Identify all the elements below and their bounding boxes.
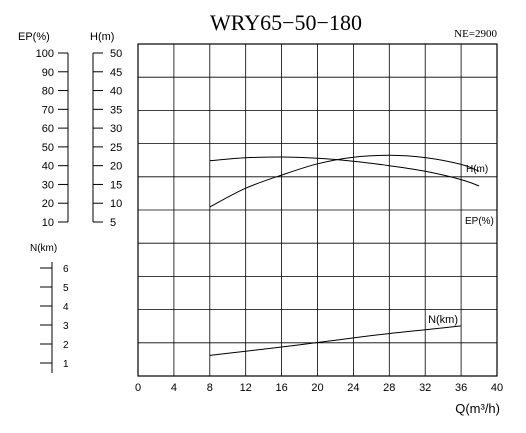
ep-tick-label: 20 [42,198,54,210]
h-tick-label: 30 [110,123,122,135]
x-tick-label: 20 [311,382,323,394]
left-axes: EP(%)100908070605040302010H(m)5045403530… [18,31,122,373]
x-tick-label: 0 [135,382,141,394]
chart-title: WRY65−50−180 [210,10,362,35]
n-axis-label: N(km) [30,243,57,254]
x-tick-label: 8 [207,382,213,394]
ep-axis-label: EP(%) [18,31,50,43]
x-tick-label: 12 [240,382,252,394]
ep-curve-label: EP(%) [465,216,494,227]
n-tick-label: 2 [63,340,69,351]
h-tick-label: 45 [110,67,122,79]
ep-tick-label: 50 [42,142,54,154]
n-curve [209,325,462,356]
x-tick-label: 28 [383,382,395,394]
h-axis-label: H(m) [90,31,114,43]
n-tick-label: 1 [63,359,69,370]
plot-area: 0 4 8 12 16 20 24 28 32 36 40 H(m) EP(%) N(km) [135,43,503,394]
n-tick-label: 5 [63,283,69,294]
h-tick-label: 25 [110,142,122,154]
ep-tick-label: 40 [42,161,54,173]
h-curve-label: H(m) [466,164,488,175]
ep-tick-label: 90 [42,67,54,79]
h-tick-label: 35 [110,104,122,116]
x-tick-label: 16 [275,382,287,394]
x-tick-label: 36 [455,382,467,394]
h-tick-label: 40 [110,86,122,98]
ep-tick-label: 60 [42,123,54,135]
x-tick-label: 4 [171,382,177,394]
h-tick-label: 10 [110,198,122,210]
h-tick-label: 50 [110,48,122,60]
h-tick-label: 15 [110,179,122,191]
ep-curve [209,154,480,208]
h-tick-label: 20 [110,161,122,173]
x-tick-label: 24 [347,382,359,394]
h-tick-label: 5 [110,217,116,229]
ep-tick-label: 30 [42,179,54,191]
x-tick-label: 40 [491,382,503,394]
n-tick-label: 3 [63,321,69,332]
speed-annotation: NE=2900 [454,28,497,40]
ep-tick-label: 10 [42,217,54,229]
n-curve-label: N(km) [428,314,458,326]
n-tick-label: 4 [63,302,69,313]
ep-tick-label: 70 [42,104,54,116]
h-curve [209,156,480,187]
ep-tick-label: 100 [36,48,54,60]
x-tick-label: 32 [419,382,431,394]
n-tick-label: 6 [63,264,69,275]
x-axis-label: Q(m³/h) [455,401,500,416]
ep-tick-label: 80 [42,86,54,98]
